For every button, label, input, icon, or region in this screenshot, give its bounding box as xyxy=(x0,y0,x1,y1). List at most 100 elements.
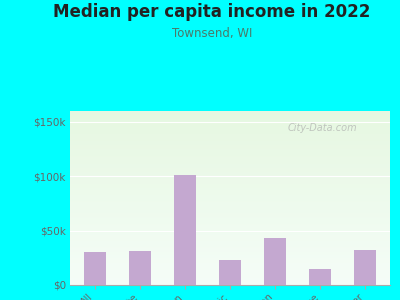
Bar xyxy=(70,155,390,156)
Bar xyxy=(70,229,390,230)
Bar xyxy=(70,271,390,272)
Bar xyxy=(70,215,390,216)
Bar xyxy=(70,169,390,170)
Bar xyxy=(70,252,390,253)
Bar xyxy=(70,248,390,249)
Bar xyxy=(70,238,390,239)
Bar xyxy=(70,216,390,217)
Bar xyxy=(70,233,390,234)
Bar xyxy=(70,210,390,211)
Bar xyxy=(70,138,390,139)
Bar xyxy=(70,185,390,186)
Bar xyxy=(70,273,390,274)
Bar xyxy=(70,160,390,161)
Bar xyxy=(70,265,390,266)
Bar xyxy=(70,268,390,269)
Bar xyxy=(70,167,390,168)
Bar xyxy=(70,263,390,264)
Bar xyxy=(70,239,390,240)
Bar xyxy=(70,158,390,159)
Bar xyxy=(70,220,390,221)
Text: Median per capita income in 2022: Median per capita income in 2022 xyxy=(53,3,371,21)
Bar xyxy=(70,178,390,179)
Bar xyxy=(70,174,390,175)
Bar xyxy=(70,255,390,256)
Bar xyxy=(70,180,390,181)
Bar xyxy=(70,149,390,150)
Bar xyxy=(70,170,390,171)
Bar xyxy=(70,172,390,173)
Bar xyxy=(70,267,390,268)
Bar xyxy=(70,150,390,151)
Bar xyxy=(70,123,390,124)
Bar xyxy=(70,231,390,232)
Bar xyxy=(70,184,390,185)
Bar xyxy=(70,141,390,142)
Bar xyxy=(70,112,390,113)
Bar xyxy=(70,136,390,137)
Bar xyxy=(70,228,390,229)
Bar xyxy=(70,211,390,212)
Bar xyxy=(70,133,390,134)
Bar xyxy=(70,251,390,252)
Bar xyxy=(70,278,390,279)
Bar xyxy=(70,140,390,141)
Bar xyxy=(70,221,390,222)
Bar xyxy=(70,120,390,121)
Bar xyxy=(70,157,390,158)
Bar xyxy=(70,243,390,244)
Bar xyxy=(70,256,390,257)
Bar xyxy=(70,201,390,202)
Bar xyxy=(70,134,390,135)
Bar xyxy=(70,183,390,184)
Bar xyxy=(70,277,390,278)
Bar xyxy=(70,257,390,258)
Bar xyxy=(70,115,390,116)
Bar xyxy=(70,131,390,132)
Bar xyxy=(70,121,390,122)
Bar xyxy=(70,281,390,282)
Bar xyxy=(70,179,390,180)
Bar xyxy=(70,159,390,160)
Bar xyxy=(70,119,390,120)
Bar xyxy=(70,264,390,265)
Bar xyxy=(70,280,390,281)
Bar xyxy=(70,274,390,275)
Bar xyxy=(70,118,390,119)
Bar xyxy=(70,194,390,195)
Bar xyxy=(70,242,390,243)
Bar xyxy=(70,209,390,210)
Bar xyxy=(70,244,390,245)
Bar xyxy=(70,153,390,154)
Bar xyxy=(70,276,390,277)
Bar xyxy=(70,124,390,125)
Bar xyxy=(70,270,390,271)
Bar xyxy=(70,117,390,118)
Text: Townsend, WI: Townsend, WI xyxy=(172,27,252,40)
Bar xyxy=(70,279,390,280)
Bar xyxy=(70,217,390,218)
Bar xyxy=(70,189,390,190)
Bar xyxy=(70,204,390,205)
Bar xyxy=(70,145,390,146)
Bar xyxy=(264,238,286,285)
Bar xyxy=(70,143,390,144)
Bar xyxy=(70,205,390,206)
Bar xyxy=(70,246,390,247)
Bar xyxy=(70,282,390,283)
Bar xyxy=(70,212,390,213)
Bar xyxy=(70,237,390,238)
Bar xyxy=(70,193,390,194)
Bar xyxy=(70,160,390,161)
Bar xyxy=(70,177,390,178)
Bar xyxy=(70,197,390,198)
Bar xyxy=(70,284,390,285)
Bar xyxy=(70,272,390,273)
Bar xyxy=(70,218,390,219)
Bar xyxy=(70,208,390,209)
Bar xyxy=(70,148,390,149)
Bar xyxy=(70,165,390,166)
Bar xyxy=(70,207,390,208)
Bar xyxy=(70,163,390,164)
Bar xyxy=(70,144,390,145)
